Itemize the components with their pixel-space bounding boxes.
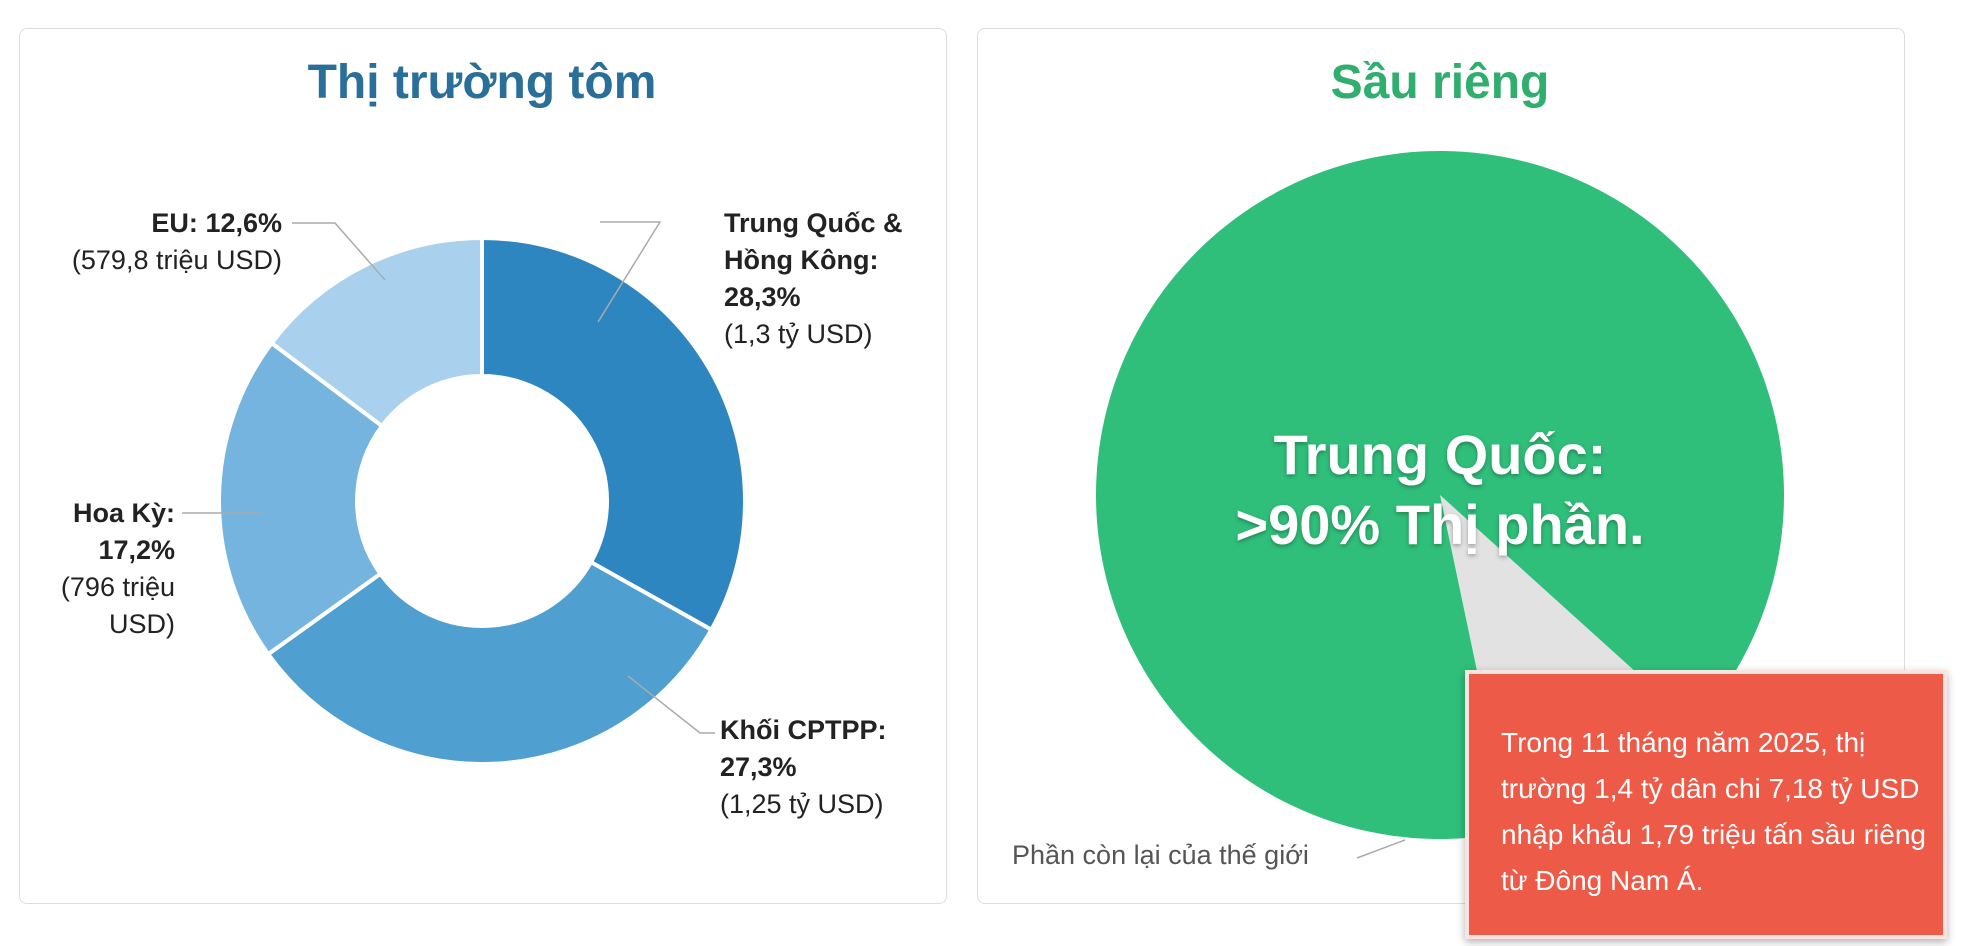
category-label: EU:	[151, 208, 198, 238]
donut-slice	[268, 235, 484, 429]
category-label: Trung Quốc & Hồng Kông:	[724, 208, 903, 275]
value-label: 17,2%	[98, 535, 175, 565]
pie-slice	[1096, 151, 1785, 840]
center-label: Trung Quốc: >90% Thị phần.	[1110, 420, 1770, 560]
slice-label: Hoa Kỳ: 17,2% (796 triệu USD)	[40, 495, 175, 643]
value-label: 12,6%	[205, 208, 282, 238]
category-label: Khối CPTPP:	[720, 715, 887, 745]
annotation: Trong 11 tháng năm 2025, thị trường 1,4 …	[1501, 727, 1926, 896]
slice-label: EU: 12,6% (579,8 triệu USD)	[30, 205, 282, 279]
amount-label: (796 triệu USD)	[60, 572, 175, 639]
leader-line	[292, 222, 386, 281]
leader-line	[597, 221, 662, 323]
amount-label: (579,8 triệu USD)	[71, 245, 282, 275]
leader-line	[627, 675, 715, 734]
amount-label: (1,25 tỷ USD)	[720, 789, 884, 819]
chart-title: Sầu riêng	[1330, 56, 1550, 109]
annotation-box: Trong 11 tháng năm 2025, thị trường 1,4 …	[1465, 670, 1947, 939]
category-label: Trung Quốc:	[1273, 423, 1607, 486]
donut-slice	[265, 559, 715, 766]
category-label: Phần còn lại của thế giới	[1012, 840, 1309, 870]
slice-label: Trung Quốc & Hồng Kông: 28,3% (1,3 tỷ USD…	[724, 205, 954, 353]
slice-label: Khối CPTPP: 27,3% (1,25 tỷ USD)	[720, 712, 950, 823]
donut-slice	[217, 340, 385, 657]
leader-line	[1356, 839, 1406, 859]
donut-slice	[480, 235, 747, 633]
value-label: 28,3%	[724, 282, 801, 312]
category-label: Hoa Kỳ:	[72, 498, 175, 528]
chart-title: Thị trường tôm	[307, 56, 657, 109]
value-label: >90% Thị phần.	[1235, 493, 1645, 556]
amount-label: (1,3 tỷ USD)	[724, 319, 873, 349]
value-label: 27,3%	[720, 752, 797, 782]
